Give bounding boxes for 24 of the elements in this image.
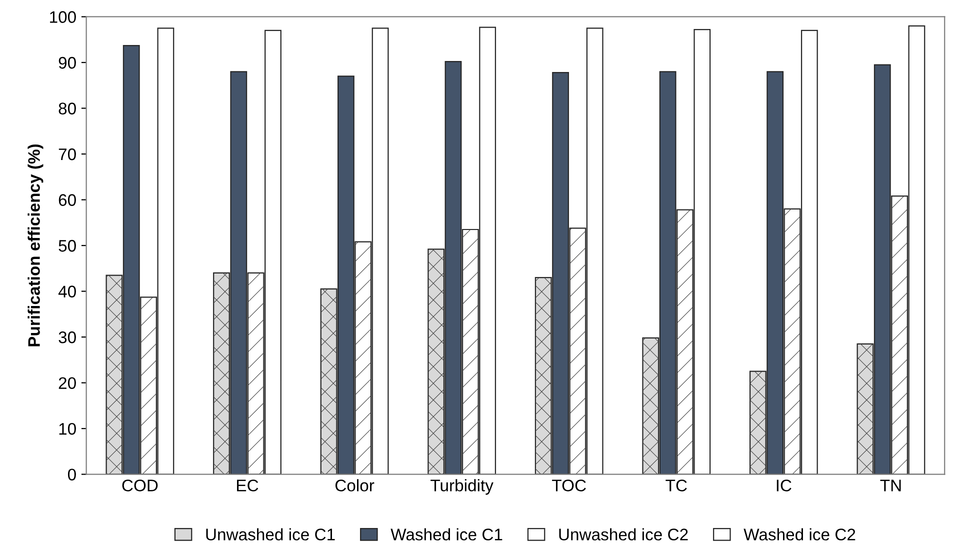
x-tick-label: COD	[122, 480, 158, 492]
legend-label: Unwashed ice C1	[206, 528, 335, 540]
y-tick-label: 10	[59, 422, 76, 435]
x-tick-label: TOC	[552, 480, 586, 492]
y-tick-label: 40	[58, 286, 76, 298]
x-tick-label: Turbidity	[430, 479, 494, 495]
y-tick-label: 90	[58, 56, 76, 69]
legend-label: Washed ice C1	[390, 528, 502, 540]
y-tick-label: 20	[58, 377, 76, 389]
y-tick-label: 60	[58, 194, 76, 206]
y-tick-label: 80	[58, 102, 76, 114]
x-tick-label: IC	[776, 480, 792, 492]
legend-label: Unwashed ice C2	[559, 528, 688, 540]
y-tick-label: 0	[68, 468, 76, 481]
x-tick-label: TC	[666, 480, 687, 492]
y-tick-label: 100	[50, 11, 76, 23]
x-tick-label: Color	[335, 479, 374, 492]
y-tick-label: 30	[58, 331, 76, 344]
y-axis-title: Purification efficiency (%)	[28, 144, 44, 346]
x-tick-label: EC	[237, 480, 258, 492]
y-tick-label: 70	[58, 148, 76, 160]
y-tick-label: 50	[58, 240, 76, 252]
legend-label: Washed ice C2	[744, 528, 856, 540]
x-tick-label: TN	[880, 480, 901, 492]
